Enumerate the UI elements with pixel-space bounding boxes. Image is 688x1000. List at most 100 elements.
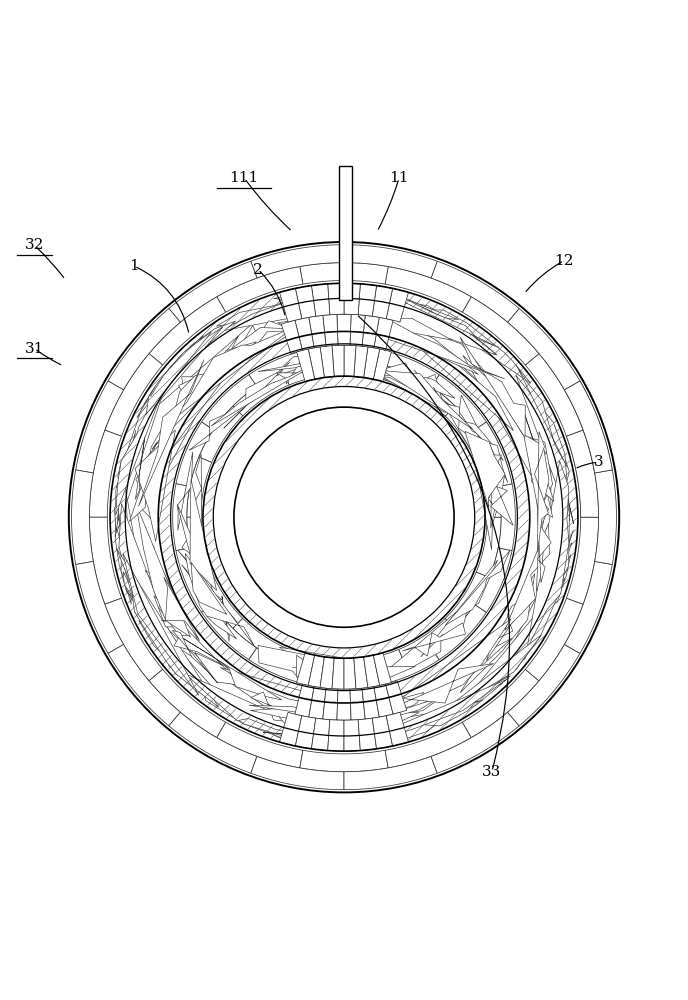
Polygon shape xyxy=(431,712,519,773)
Text: 12: 12 xyxy=(555,254,574,268)
Polygon shape xyxy=(123,572,173,671)
Polygon shape xyxy=(187,676,316,745)
Circle shape xyxy=(234,407,454,627)
Polygon shape xyxy=(217,267,303,312)
Polygon shape xyxy=(108,644,180,726)
Polygon shape xyxy=(386,712,409,746)
Polygon shape xyxy=(152,342,256,449)
Polygon shape xyxy=(312,718,330,751)
Circle shape xyxy=(69,242,619,792)
Polygon shape xyxy=(327,720,344,751)
Polygon shape xyxy=(138,306,272,423)
Polygon shape xyxy=(300,263,388,284)
Polygon shape xyxy=(251,245,344,278)
Polygon shape xyxy=(431,605,486,660)
Polygon shape xyxy=(250,321,325,347)
Polygon shape xyxy=(530,506,570,647)
Polygon shape xyxy=(123,554,199,695)
Polygon shape xyxy=(535,431,548,552)
Polygon shape xyxy=(306,739,369,747)
Polygon shape xyxy=(462,669,539,738)
Polygon shape xyxy=(173,484,190,551)
Polygon shape xyxy=(145,570,190,636)
Polygon shape xyxy=(465,431,505,508)
Polygon shape xyxy=(266,357,334,379)
Polygon shape xyxy=(337,314,351,345)
Polygon shape xyxy=(202,605,257,660)
Polygon shape xyxy=(564,381,612,473)
Polygon shape xyxy=(400,301,496,354)
Polygon shape xyxy=(374,349,391,382)
Polygon shape xyxy=(217,722,303,768)
Polygon shape xyxy=(362,315,379,348)
Polygon shape xyxy=(299,670,358,682)
Text: 1: 1 xyxy=(129,259,139,273)
Polygon shape xyxy=(325,352,429,400)
Polygon shape xyxy=(199,562,222,600)
Polygon shape xyxy=(344,658,356,689)
Polygon shape xyxy=(337,689,351,720)
Polygon shape xyxy=(119,504,184,673)
Polygon shape xyxy=(323,314,338,346)
Polygon shape xyxy=(167,327,294,423)
Polygon shape xyxy=(295,684,314,717)
Polygon shape xyxy=(413,370,504,460)
Polygon shape xyxy=(258,645,383,686)
Polygon shape xyxy=(190,479,217,591)
Polygon shape xyxy=(222,288,391,331)
Polygon shape xyxy=(281,320,303,354)
Polygon shape xyxy=(385,267,471,312)
Polygon shape xyxy=(230,709,332,747)
Polygon shape xyxy=(284,360,344,385)
Polygon shape xyxy=(292,665,416,684)
Polygon shape xyxy=(126,563,175,663)
Polygon shape xyxy=(250,692,316,723)
Polygon shape xyxy=(309,315,326,348)
Polygon shape xyxy=(338,312,478,374)
Polygon shape xyxy=(327,283,344,315)
Polygon shape xyxy=(551,543,572,600)
Polygon shape xyxy=(295,317,314,350)
Polygon shape xyxy=(350,314,365,346)
Polygon shape xyxy=(297,655,334,681)
Polygon shape xyxy=(72,470,94,565)
Polygon shape xyxy=(308,674,361,685)
Polygon shape xyxy=(277,353,329,384)
Polygon shape xyxy=(387,603,468,671)
Polygon shape xyxy=(445,572,489,628)
Polygon shape xyxy=(308,351,412,376)
Polygon shape xyxy=(249,705,387,725)
Polygon shape xyxy=(185,674,334,740)
Polygon shape xyxy=(199,572,243,628)
Bar xyxy=(339,166,352,300)
Polygon shape xyxy=(460,336,525,438)
Polygon shape xyxy=(292,712,419,729)
Polygon shape xyxy=(147,538,204,653)
Polygon shape xyxy=(425,635,541,726)
Polygon shape xyxy=(214,326,258,369)
Polygon shape xyxy=(508,644,580,726)
Polygon shape xyxy=(284,649,344,674)
Polygon shape xyxy=(431,261,519,322)
Polygon shape xyxy=(550,420,568,600)
Polygon shape xyxy=(108,308,180,390)
Polygon shape xyxy=(382,374,446,413)
Polygon shape xyxy=(141,437,172,518)
Polygon shape xyxy=(262,728,365,742)
Polygon shape xyxy=(373,705,464,742)
Polygon shape xyxy=(385,722,471,768)
Polygon shape xyxy=(462,297,539,365)
Polygon shape xyxy=(391,296,499,348)
Polygon shape xyxy=(386,288,409,322)
Text: 2: 2 xyxy=(253,263,263,277)
Polygon shape xyxy=(182,565,237,639)
Polygon shape xyxy=(537,474,547,591)
Polygon shape xyxy=(470,434,504,550)
Text: 11: 11 xyxy=(389,171,409,185)
Polygon shape xyxy=(505,524,550,630)
Polygon shape xyxy=(216,288,396,326)
Polygon shape xyxy=(136,504,191,637)
Polygon shape xyxy=(150,321,235,395)
Polygon shape xyxy=(249,648,313,685)
Polygon shape xyxy=(508,308,580,390)
